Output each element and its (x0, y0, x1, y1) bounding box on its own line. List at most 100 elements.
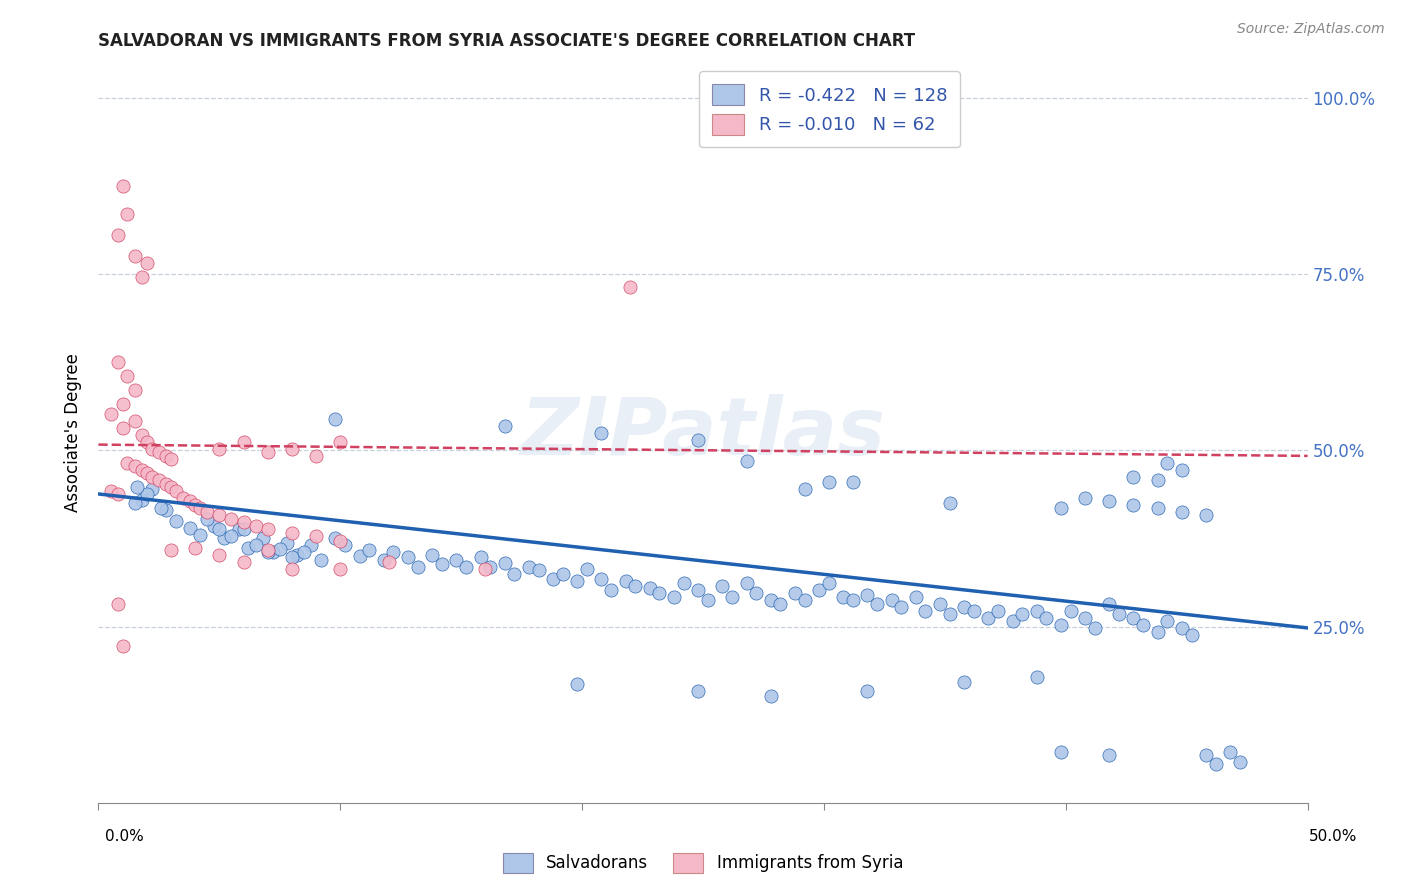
Point (131, 427, 153, 442)
Point (1025, 670, 1047, 684)
Point (299, 538, 322, 552)
Point (1098, 747, 1121, 762)
Point (208, 508, 231, 522)
Point (769, 597, 792, 611)
Point (131, 463, 153, 477)
Point (880, 592, 903, 607)
Point (281, 562, 304, 576)
Point (262, 545, 284, 559)
Point (783, 585, 806, 599)
Point (131, 492, 153, 507)
Point (269, 541, 291, 556)
Point (1156, 456, 1178, 470)
Point (1171, 463, 1194, 477)
Point (1132, 618, 1154, 632)
Point (148, 444, 170, 458)
Point (1059, 604, 1081, 618)
Point (382, 545, 405, 559)
Point (1050, 501, 1073, 516)
Point (208, 522, 231, 536)
Point (111, 397, 134, 411)
Point (614, 574, 637, 588)
Point (281, 550, 304, 565)
Point (212, 532, 235, 546)
Point (1122, 470, 1144, 484)
Point (866, 597, 889, 611)
Point (232, 434, 254, 449)
Point (1180, 628, 1202, 642)
Point (1219, 745, 1241, 759)
Point (721, 590, 744, 604)
Point (256, 543, 278, 558)
Text: 50.0%: 50.0% (1309, 830, 1357, 844)
Point (517, 559, 540, 574)
Point (938, 607, 960, 621)
Point (1098, 597, 1121, 611)
Point (638, 581, 661, 595)
Point (281, 442, 304, 456)
Point (1122, 498, 1144, 512)
Point (204, 519, 226, 533)
Point (1084, 621, 1107, 635)
Text: ZIPatlas: ZIPatlas (520, 393, 886, 472)
Point (155, 503, 177, 517)
Point (329, 562, 352, 576)
Point (124, 414, 146, 428)
Point (285, 548, 308, 562)
Point (141, 470, 163, 484)
Point (107, 487, 129, 501)
Point (127, 480, 149, 494)
Point (1122, 611, 1144, 625)
Point (329, 434, 352, 449)
Point (160, 451, 183, 466)
Point (256, 444, 278, 458)
Point (817, 475, 839, 489)
Point (591, 572, 613, 586)
Point (567, 677, 589, 691)
Point (527, 563, 550, 577)
Point (1035, 611, 1057, 625)
Point (914, 604, 936, 618)
Point (430, 558, 453, 572)
Point (124, 249, 146, 263)
Point (184, 498, 207, 512)
Point (135, 256, 157, 270)
Point (662, 590, 685, 604)
Point (155, 477, 177, 491)
Point (208, 442, 231, 456)
Point (503, 566, 526, 581)
Point (195, 505, 218, 519)
Point (406, 559, 429, 574)
Point (281, 526, 304, 541)
Point (179, 521, 201, 535)
Point (150, 501, 173, 516)
Point (904, 590, 927, 604)
Point (135, 466, 157, 480)
Point (148, 473, 170, 487)
Point (745, 585, 768, 599)
Point (446, 552, 468, 566)
Point (890, 599, 912, 614)
Point (688, 582, 710, 597)
Point (107, 228, 129, 243)
Point (470, 550, 492, 565)
Point (309, 552, 332, 566)
Point (349, 549, 371, 563)
Point (111, 178, 134, 193)
Point (131, 270, 153, 285)
Point (107, 355, 129, 369)
Point (953, 674, 976, 689)
Point (735, 575, 758, 590)
Point (245, 519, 267, 533)
Point (454, 559, 477, 574)
Point (165, 514, 187, 528)
Point (292, 545, 315, 559)
Point (1229, 755, 1251, 769)
Point (396, 550, 419, 565)
Point (832, 590, 855, 604)
Point (377, 555, 399, 569)
Point (165, 484, 187, 499)
Point (195, 512, 218, 526)
Point (111, 640, 134, 654)
Point (1050, 618, 1073, 632)
